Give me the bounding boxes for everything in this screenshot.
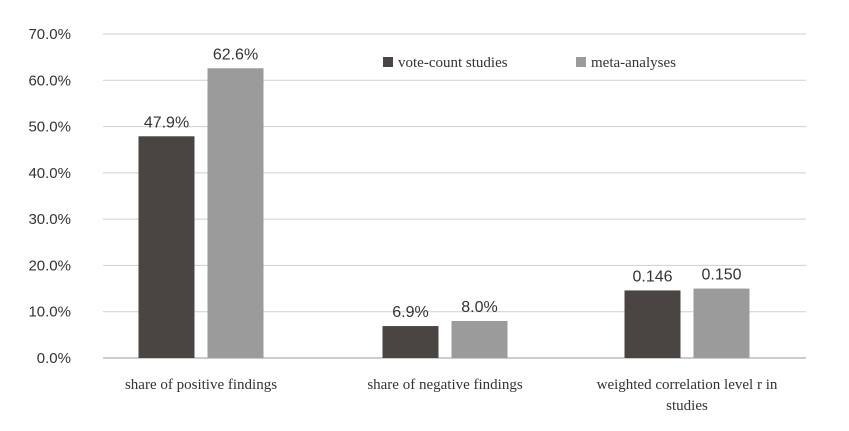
data-label: 0.150 <box>701 267 741 284</box>
y-tick-label: 30.0% <box>28 211 71 228</box>
legend-label: meta-analyses <box>591 55 676 71</box>
bar <box>451 320 508 358</box>
category-label: weighted correlation level r in <box>597 377 778 393</box>
y-tick-label: 0.0% <box>37 350 71 367</box>
y-tick-label: 10.0% <box>28 304 71 321</box>
y-tick-label: 20.0% <box>28 257 71 274</box>
category-label: share of negative findings <box>367 377 523 393</box>
y-tick-label: 60.0% <box>28 72 71 89</box>
legend: vote-count studies meta-analyses <box>383 55 676 71</box>
category-labels: share of positive findings share of negat… <box>125 377 778 414</box>
y-tick-label: 50.0% <box>28 119 71 136</box>
bar <box>624 290 681 358</box>
legend-label: vote-count studies <box>398 55 508 71</box>
bars <box>138 68 750 358</box>
data-label: 6.9% <box>392 304 428 321</box>
y-axis-ticks: 0.0% 10.0% 20.0% 30.0% 40.0% 50.0% 60.0% 70.0% <box>28 26 71 367</box>
legend-swatch <box>576 57 586 67</box>
bar <box>138 136 195 358</box>
y-tick-label: 70.0% <box>28 26 71 43</box>
bar <box>693 288 750 358</box>
data-label: 8.0% <box>461 299 497 316</box>
data-label: 47.9% <box>144 114 189 131</box>
category-label: share of positive findings <box>125 377 277 393</box>
data-label: 62.6% <box>213 46 258 63</box>
bar <box>382 326 439 358</box>
bar <box>207 68 264 358</box>
category-label: studies <box>666 398 708 414</box>
data-labels: 47.9% 62.6% 6.9% 8.0% 0.146 0.150 <box>144 46 742 321</box>
data-label: 0.146 <box>632 268 672 285</box>
y-tick-label: 40.0% <box>28 165 71 182</box>
legend-swatch <box>383 57 393 67</box>
